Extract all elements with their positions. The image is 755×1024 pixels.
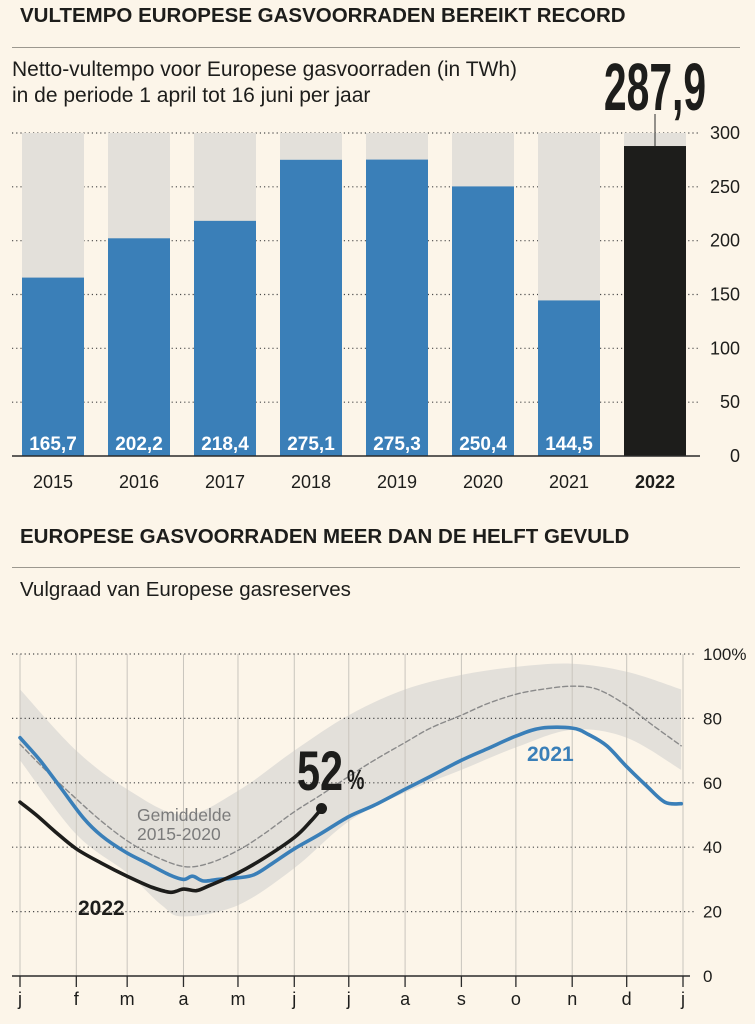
x-tick-label-5: j bbox=[291, 989, 296, 1009]
bar-chart: 0 50 100 150 200 250 300 165,7 2015 202,2 2016 218,… bbox=[12, 50, 740, 492]
y-tick-label-150: 150 bbox=[710, 285, 740, 305]
data-label-2022: 287,9 bbox=[604, 50, 706, 125]
y-tick-label-250: 250 bbox=[710, 177, 740, 197]
y-tick-label-60: 60 bbox=[703, 774, 722, 793]
bar-2017 bbox=[194, 220, 256, 456]
data-label-2017: 218,4 bbox=[201, 434, 249, 455]
data-label-2018: 275,1 bbox=[287, 434, 335, 455]
x-tick-label-2016: 2016 bbox=[119, 472, 159, 492]
series-line-2022 bbox=[18, 800, 324, 895]
y-tick-label-40: 40 bbox=[703, 838, 722, 857]
x-tick-label-4: m bbox=[230, 989, 245, 1009]
bar-2020 bbox=[452, 186, 514, 457]
y-tick-label-0: 0 bbox=[730, 446, 740, 466]
bar-2015 bbox=[22, 277, 84, 456]
bar-2019 bbox=[366, 159, 428, 456]
x-tick-label-8: s bbox=[457, 989, 466, 1009]
bar-chart-subtitle-line-1: Netto-vultempo voor Europese gasvoorrade… bbox=[12, 58, 518, 81]
x-tick-label-2015: 2015 bbox=[33, 472, 73, 492]
x-tick-label-2021: 2021 bbox=[549, 472, 589, 492]
line-chart: j f m a m j j a s o n d j020406080100%Gemiddelde2015… bbox=[12, 645, 746, 1009]
series-label-average-line-1: Gemiddelde bbox=[137, 805, 231, 825]
x-tick-label-0: j bbox=[17, 989, 22, 1009]
end-point-2022 bbox=[316, 803, 328, 815]
bar-2021 bbox=[538, 300, 600, 456]
x-tick-label-2017: 2017 bbox=[205, 472, 245, 492]
y-tick-label-20: 20 bbox=[703, 903, 722, 922]
data-label-2016: 202,2 bbox=[115, 434, 163, 455]
y-tick-label-100: 100 bbox=[710, 338, 740, 358]
series-label-2021: 2021 bbox=[527, 743, 574, 766]
x-tick-label-12: j bbox=[680, 989, 685, 1009]
y-tick-label-0: 0 bbox=[703, 967, 712, 986]
bar-chart-title: VULTEMPO EUROPESE GASVOORRADEN BEREIKT R… bbox=[20, 4, 626, 27]
x-tick-label-2020: 2020 bbox=[463, 472, 503, 492]
x-tick-label-2: m bbox=[120, 989, 135, 1009]
bar-2022 bbox=[624, 146, 686, 457]
line-chart-subtitle: Vulgraad van Europese gasreserves bbox=[20, 578, 351, 601]
data-label-2020: 250,4 bbox=[459, 434, 507, 455]
line-chart-title-divider bbox=[12, 567, 740, 568]
y-tick-label-300: 300 bbox=[710, 123, 740, 143]
line-chart-title: EUROPESE GASVOORRADEN MEER DAN DE HELFT … bbox=[20, 525, 630, 548]
x-tick-label-11: d bbox=[622, 989, 632, 1009]
y-tick-label-200: 200 bbox=[710, 231, 740, 251]
bar-chart-subtitle-line-2: in de periode 1 april tot 16 juni per ja… bbox=[12, 84, 371, 107]
end-value-label: 52 bbox=[297, 740, 343, 803]
y-tick-label-50: 50 bbox=[720, 392, 740, 412]
series-label-average-line-2: 2015-2020 bbox=[137, 824, 221, 844]
x-tick-label-9: o bbox=[511, 989, 521, 1009]
x-tick-label-2022: 2022 bbox=[635, 472, 675, 492]
x-tick-label-1: f bbox=[74, 989, 80, 1009]
end-value-unit: % bbox=[347, 765, 364, 796]
x-tick-label-3: a bbox=[178, 989, 189, 1009]
x-tick-label-6: j bbox=[346, 989, 351, 1009]
series-line-2021 bbox=[18, 725, 683, 883]
x-tick-label-10: n bbox=[567, 989, 577, 1009]
data-label-2019: 275,3 bbox=[373, 434, 421, 455]
data-label-2021: 144,5 bbox=[545, 434, 593, 455]
series-line-gemiddelde-2015-2020 bbox=[19, 685, 682, 868]
bar-2018 bbox=[280, 159, 342, 456]
data-label-2015: 165,7 bbox=[29, 434, 77, 455]
x-tick-label-2018: 2018 bbox=[291, 472, 331, 492]
x-tick-label-7: a bbox=[400, 989, 411, 1009]
bar-chart-title-divider bbox=[12, 47, 740, 48]
y-tick-label-100: 100% bbox=[703, 645, 746, 664]
y-tick-label-80: 80 bbox=[703, 709, 722, 728]
series-label-2022: 2022 bbox=[78, 897, 125, 920]
bar-2016 bbox=[108, 238, 170, 456]
x-tick-label-2019: 2019 bbox=[377, 472, 417, 492]
